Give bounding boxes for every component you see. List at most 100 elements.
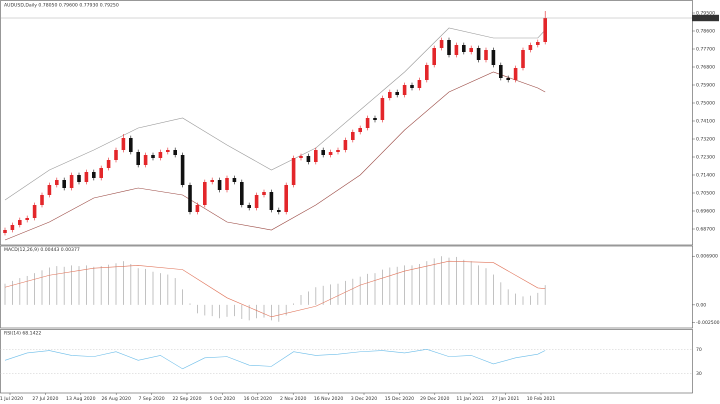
- candle-body: [395, 92, 399, 95]
- macd-bar: [263, 304, 265, 318]
- macd-bar: [145, 268, 146, 305]
- candle-body: [84, 172, 89, 182]
- candle-body: [106, 160, 111, 168]
- candle-body: [417, 80, 422, 88]
- candle-body: [136, 152, 140, 165]
- macd-bar: [211, 304, 213, 317]
- macd-bar: [404, 265, 405, 305]
- macd-bar: [4, 283, 6, 305]
- y-tick-label: 0.76800: [696, 65, 715, 71]
- x-tick-label: 26 Aug 2020: [101, 396, 131, 402]
- macd-bar: [182, 289, 183, 305]
- macd-bar: [41, 270, 43, 305]
- macd-bar: [204, 304, 206, 316]
- macd-bar: [300, 294, 302, 305]
- macd-bar: [219, 304, 220, 319]
- candle-body: [543, 18, 547, 42]
- candle-body: [166, 150, 170, 152]
- macd-bar: [285, 304, 287, 316]
- macd-bar: [448, 257, 450, 305]
- macd-bar: [441, 256, 442, 305]
- candle-body: [521, 50, 525, 68]
- macd-bar: [478, 265, 479, 305]
- y-tick-label: 0.79500: [696, 11, 715, 17]
- candle-body: [269, 192, 274, 210]
- candle-body: [388, 92, 392, 98]
- candle-body: [55, 180, 59, 185]
- candle-body: [203, 182, 207, 205]
- macd-bar: [108, 264, 109, 305]
- macd-bar: [12, 280, 13, 305]
- macd-bar: [367, 273, 368, 305]
- macd-bar: [174, 278, 176, 305]
- x-tick-label: 10 Feb 2021: [527, 396, 556, 402]
- candle-body: [151, 155, 155, 158]
- macd-bar: [271, 304, 272, 321]
- x-tick-label: 5 Oct 2020: [210, 396, 236, 402]
- macd-bar: [56, 266, 58, 305]
- candle-body: [476, 48, 481, 60]
- candle-body: [188, 185, 192, 212]
- candle-body: [114, 150, 118, 160]
- candle-body: [462, 45, 466, 52]
- candle-body: [62, 180, 66, 188]
- macd-label: MACD(12,26,9) 0.00443 0.00377: [4, 247, 80, 253]
- candle-body: [99, 168, 103, 178]
- macd-bar: [515, 293, 516, 305]
- candle-body: [321, 150, 325, 155]
- macd-bar: [396, 266, 398, 305]
- candle-body: [291, 158, 296, 185]
- macd-signal: [4, 260, 546, 318]
- macd-bar: [100, 266, 102, 305]
- macd-bar: [123, 261, 124, 305]
- candle-body: [173, 150, 177, 155]
- candle-body: [143, 155, 148, 165]
- x-tick-label: 29 Dec 2020: [420, 396, 449, 402]
- macd-panel-frame: [0, 245, 693, 329]
- macd-bar: [345, 280, 346, 305]
- candle-body: [18, 220, 22, 225]
- candle-body: [469, 48, 473, 52]
- candle-body: [40, 195, 44, 205]
- macd-bar: [352, 278, 354, 305]
- candle-body: [358, 128, 362, 132]
- macd-bar: [130, 263, 132, 305]
- x-tick-label: 21 Jul 2020: [0, 396, 23, 402]
- candle-body: [240, 182, 244, 205]
- x-tick-label: 22 Sep 2020: [172, 396, 201, 402]
- macd-bar: [189, 303, 191, 305]
- macd-bar: [411, 265, 413, 305]
- y-tick-label: 0.71400: [696, 173, 715, 179]
- y-tick-label: 0.74100: [696, 119, 715, 125]
- candle-body: [351, 132, 355, 140]
- macd-bar: [419, 263, 420, 305]
- candle-body: [314, 150, 318, 162]
- macd-y-tick-label: 0.00: [696, 302, 706, 308]
- macd-bar: [241, 304, 243, 319]
- macd-bar: [389, 267, 391, 305]
- candle-body: [69, 175, 74, 188]
- x-tick-label: 13 Aug 2020: [66, 396, 96, 402]
- macd-bar: [337, 283, 339, 305]
- candle-body: [447, 40, 451, 55]
- macd-bar: [197, 304, 198, 314]
- candle-body: [180, 155, 185, 185]
- candle-body: [536, 42, 540, 45]
- candle-body: [299, 156, 303, 158]
- macd-bar: [152, 271, 154, 305]
- macd-bar: [234, 304, 235, 317]
- y-tick-label: 0.68700: [696, 227, 715, 233]
- y-tick-label: 0.75000: [696, 101, 715, 107]
- candle-body: [121, 138, 126, 150]
- rsi-y-tick-label: 70: [696, 347, 702, 353]
- candle-body: [491, 50, 496, 65]
- macd-bar: [19, 278, 21, 305]
- macd-bar: [49, 267, 50, 305]
- chart-title: AUDUSD,Daily 0.78050 0.79600 0.77930 0.7…: [4, 3, 119, 9]
- x-tick-label: 16 Nov 2020: [314, 396, 343, 402]
- candle-body: [528, 45, 533, 50]
- macd-bar: [71, 265, 72, 305]
- candle-body: [499, 65, 503, 78]
